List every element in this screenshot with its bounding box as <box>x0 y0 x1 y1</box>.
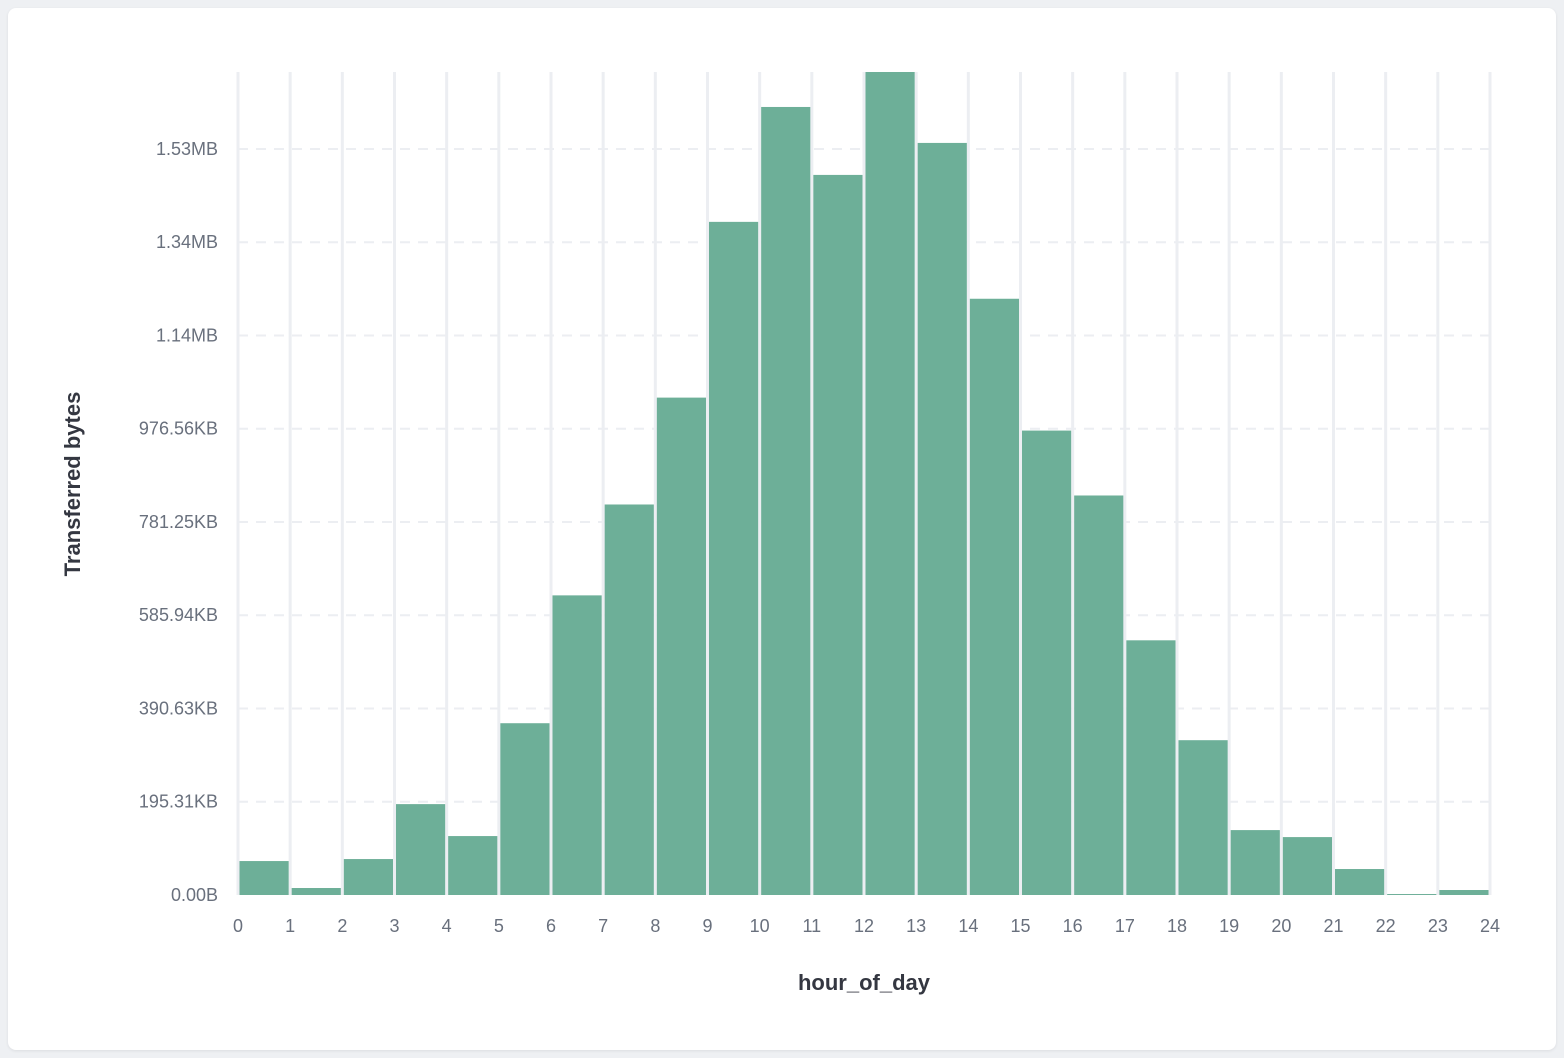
y-tick-label: 390.63KB <box>139 698 218 718</box>
y-tick-label: 1.34MB <box>156 232 218 252</box>
bar-hour-12 <box>865 72 915 895</box>
bar-hour-8 <box>656 397 706 895</box>
x-tick-label: 21 <box>1323 916 1343 936</box>
x-tick-label: 5 <box>494 916 504 936</box>
x-tick-label: 9 <box>702 916 712 936</box>
x-tick-label: 10 <box>750 916 770 936</box>
x-tick-label: 8 <box>650 916 660 936</box>
bar-hour-6 <box>552 595 602 895</box>
x-tick-label: 11 <box>802 916 821 936</box>
x-tick-label: 20 <box>1271 916 1291 936</box>
bar-hour-21 <box>1335 869 1385 895</box>
x-tick-label: 16 <box>1063 916 1083 936</box>
x-tick-label: 14 <box>958 916 978 936</box>
y-axis: 0.00B 195.31KB 390.63KB 585.94KB 781.25KB 976… <box>139 139 218 905</box>
bar-hour-15 <box>1022 430 1072 895</box>
histogram-chart: 0.00B195.31KB390.63KB585.94KB781.25KB976… <box>60 72 1500 995</box>
bar-hour-1 <box>291 888 341 895</box>
x-tick-label: 23 <box>1428 916 1448 936</box>
bar-hour-11 <box>813 174 863 895</box>
bar-hour-19 <box>1230 830 1280 895</box>
y-tick-label: 0.00B <box>171 885 218 905</box>
x-tick-label: 17 <box>1115 916 1135 936</box>
bar-hour-9 <box>709 221 759 896</box>
chart-panel: 0.00B 195.31KB 390.63KB 585.94KB 781.25KB 976… <box>8 8 1556 1050</box>
bar-hour-20 <box>1282 837 1332 895</box>
grid <box>236 72 1492 895</box>
bar-hour-4 <box>448 836 498 895</box>
x-tick-label: 24 <box>1480 916 1500 936</box>
y-axis-title: Transferred bytes <box>60 392 85 577</box>
x-tick-label: 1 <box>285 916 295 936</box>
bar-hour-13 <box>917 142 967 895</box>
x-axis-title: hour_of_day <box>798 970 931 995</box>
bar-hour-18 <box>1178 740 1228 895</box>
y-tick-label: 585.94KB <box>139 605 218 625</box>
y-tick-label: 1.53MB <box>156 139 218 159</box>
x-tick-label: 13 <box>906 916 926 936</box>
bar-hour-3 <box>396 804 446 895</box>
bar-hour-23 <box>1439 890 1489 895</box>
bar-hour-7 <box>604 504 654 895</box>
x-tick-label: 7 <box>598 916 608 936</box>
bar-hour-5 <box>500 723 550 895</box>
x-axis: 0 1 2 3 4 5 6 7 8 9 10 11 12 13 14 15 16 17 18 19 20 21 22 23 24 <box>233 916 1500 936</box>
x-tick-label: 19 <box>1219 916 1239 936</box>
y-tick-label: 195.31KB <box>139 792 218 812</box>
bar-hour-22 <box>1387 894 1437 895</box>
bar-hour-17 <box>1126 640 1176 895</box>
y-tick-label: 781.25KB <box>139 512 218 532</box>
y-tick-label: 1.14MB <box>156 325 218 345</box>
x-tick-label: 15 <box>1010 916 1030 936</box>
x-tick-label: 0 <box>233 916 243 936</box>
bar-hour-14 <box>969 298 1019 895</box>
x-tick-label: 18 <box>1167 916 1187 936</box>
x-tick-label: 2 <box>337 916 347 936</box>
bar-hour-2 <box>343 859 393 895</box>
x-tick-label: 12 <box>854 916 874 936</box>
bar-hour-16 <box>1074 495 1124 895</box>
bar-hour-0 <box>239 861 289 895</box>
x-tick-label: 3 <box>389 916 399 936</box>
bars <box>239 72 1489 896</box>
x-tick-label: 4 <box>442 916 452 936</box>
y-tick-label: 976.56KB <box>139 419 218 439</box>
bar-hour-10 <box>761 106 811 895</box>
x-tick-label: 22 <box>1376 916 1396 936</box>
x-tick-label: 6 <box>546 916 556 936</box>
